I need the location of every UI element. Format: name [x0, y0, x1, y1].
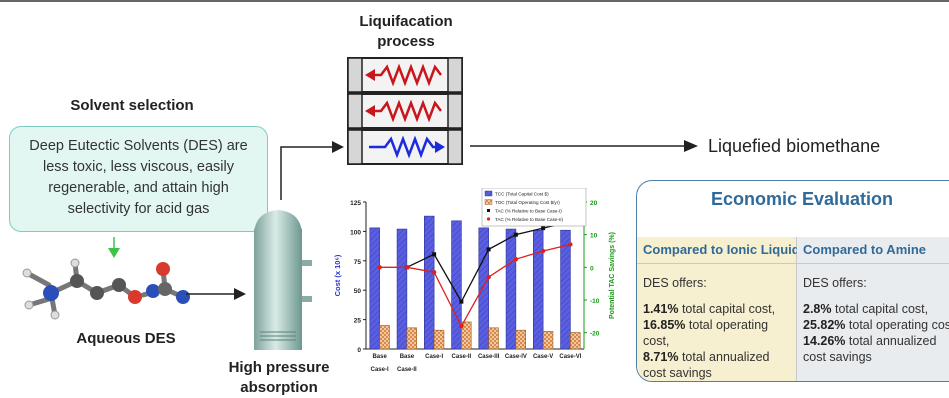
tcc-bar: [451, 220, 462, 350]
y-axis-label: Cost (x 10⁶): [333, 254, 342, 296]
y-tick-label: 100: [350, 229, 361, 236]
legend-swatch: [486, 217, 491, 221]
legend-swatch: [484, 190, 493, 197]
toc-bar: [570, 332, 581, 350]
capital-cost-text: total capital cost,: [681, 302, 776, 316]
tac-base1-point: [513, 232, 518, 237]
operating-cost-text: total operating cost,: [848, 318, 949, 332]
x-tick-label: Case-I: [425, 354, 443, 360]
annualized-cost-value: 14.26%: [803, 334, 846, 348]
liquefaction-title: Liquifacation process: [359, 13, 453, 50]
ionic-liquid-header: Compared to Ionic Liquid: [637, 237, 800, 264]
tcc-bar: [424, 215, 435, 350]
tac-base2-line: [379, 243, 571, 328]
y2-tick-label: 0: [590, 265, 594, 272]
y2-tick-label: 10: [590, 233, 598, 240]
tac-base2-point: [513, 256, 519, 262]
ionic-liquid-column: Compared to Ionic Liquid DES offers: 1.4…: [637, 237, 800, 381]
absorption-label: High pressure absorption: [228, 359, 330, 396]
amine-column: Compared to Amine DES offers: 2.8% total…: [797, 237, 949, 381]
y2-tick-label: -10: [590, 298, 600, 305]
tcc-bar: [478, 227, 489, 350]
right-arrow-icon: [186, 288, 246, 300]
operating-cost-text: total operating cost,: [643, 318, 769, 348]
y2-axis-label: Potential TAC Savings (%): [609, 232, 616, 319]
legend-label: TOC (Total Operating Cost $/yr): [495, 200, 560, 205]
tac-base2-point: [431, 270, 437, 275]
x-tick-label: Case-V: [533, 354, 553, 360]
y-tick-label: 0: [357, 347, 361, 354]
elbow-arrow-icon: [280, 141, 344, 200]
annualized-cost-text: total annualized cost savings: [643, 350, 770, 380]
tac-base2-point: [568, 242, 573, 247]
amine-header: Compared to Amine: [797, 237, 949, 264]
annualized-cost-value: 8.71%: [643, 350, 679, 364]
annualized-cost-text: total annualized cost savings: [803, 334, 937, 364]
economic-evaluation-panel: Economic Evaluation Compared to Ionic Li…: [636, 180, 949, 382]
legend-label: TAC (% Relative to Base Case-I): [495, 209, 562, 214]
des-offers-label: DES offers:: [803, 276, 867, 290]
output-arrow-icon: [470, 140, 698, 152]
des-offers-label: DES offers:: [643, 276, 707, 290]
tac-base2-point: [377, 265, 382, 270]
tac-base2-point: [540, 248, 546, 254]
operating-cost-value: 25.82%: [803, 318, 846, 332]
x-tick-label: Case-IV: [505, 354, 527, 360]
capital-cost-text: total capital cost,: [834, 302, 929, 316]
x-tick-label: Base: [400, 354, 415, 360]
x-tick-label: Case-III: [478, 354, 500, 360]
absorber-column-icon: [254, 210, 312, 350]
tac-base2-point: [404, 265, 410, 270]
legend-box: [481, 188, 587, 227]
down-arrow-icon: [108, 237, 120, 258]
tcc-bar: [369, 227, 380, 350]
x-tick-label: Case-I: [371, 367, 389, 373]
y-tick-label: 25: [354, 318, 362, 325]
heat-exchanger-icon: [347, 57, 463, 165]
cost-chart: 0 25 50 75 100 125 -20 -10 0 10 20 Base Case-I Base Ca…: [333, 188, 616, 373]
y-tick-label: 125: [350, 200, 361, 207]
des-description-box: Deep Eutectic Solvents (DES) are less to…: [9, 126, 268, 232]
aqueous-des-label: Aqueous DES: [76, 330, 176, 347]
tcc-bar: [560, 229, 571, 350]
toc-bar: [433, 329, 445, 350]
tac-base1-point: [541, 226, 546, 231]
tcc-bar: [533, 229, 544, 350]
capital-cost-value: 1.41%: [643, 302, 679, 316]
y2-tick-label: 20: [590, 200, 598, 207]
tac-base1-point: [432, 252, 437, 257]
operating-cost-value: 16.85%: [643, 318, 686, 332]
y-tick-label: 75: [354, 259, 362, 266]
tac-base1-point: [459, 299, 464, 304]
legend-label: TAC (% Relative to Base Case-II): [495, 217, 564, 222]
y2-tick-label: -20: [590, 331, 600, 338]
tac-base2-point: [486, 274, 491, 280]
tac-base2-point: [459, 323, 464, 329]
economic-evaluation-title: Economic Evaluation: [710, 189, 894, 209]
toc-bar: [379, 325, 390, 350]
des-molecule-icon: [22, 258, 190, 320]
tcc-bar: [396, 228, 408, 350]
toc-bar: [406, 327, 417, 350]
toc-bar: [488, 327, 499, 350]
solvent-selection-title: Solvent selection: [70, 97, 194, 114]
toc-bar: [542, 331, 554, 350]
x-tick-label: Base: [372, 354, 387, 360]
tac-base1-point: [486, 247, 491, 252]
liquefied-biomethane-label: Liquefied biomethane: [708, 136, 881, 156]
capital-cost-value: 2.8%: [803, 302, 832, 316]
toc-bar: [515, 329, 526, 350]
toc-bar: [461, 321, 472, 350]
y-tick-label: 50: [354, 288, 362, 295]
x-tick-label: Case-II: [397, 367, 417, 373]
legend-swatch: [484, 199, 493, 205]
tcc-bar: [505, 228, 517, 350]
x-tick-label: Case-VI: [559, 354, 581, 360]
top-border: [0, 0, 949, 2]
legend-swatch: [487, 209, 490, 212]
legend-label: TCC (Total Capital Cost $): [495, 192, 549, 197]
x-tick-label: Case-II: [452, 354, 472, 360]
